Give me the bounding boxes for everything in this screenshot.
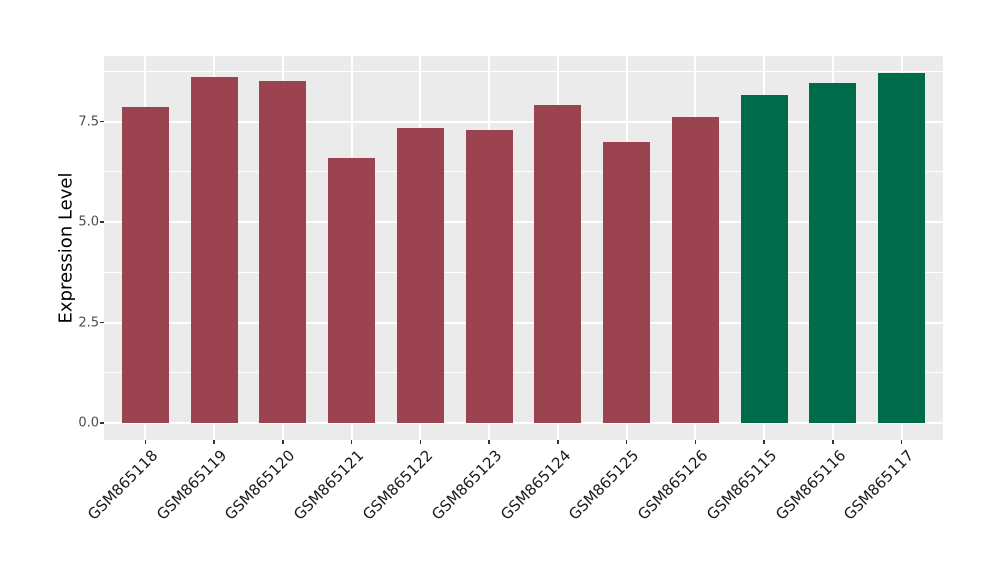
bar-gsm865117 xyxy=(878,73,926,423)
bar-gsm865125 xyxy=(603,141,651,423)
x-tick-label: GSM865124 xyxy=(496,446,574,524)
major-gridline-horizontal xyxy=(104,422,943,424)
y-tick-mark xyxy=(100,120,104,123)
major-gridline-horizontal xyxy=(104,321,943,324)
x-tick-mark xyxy=(282,440,284,444)
x-tick-mark xyxy=(350,440,353,444)
bar-gsm865116 xyxy=(809,83,857,423)
plot-panel xyxy=(104,56,943,440)
x-tick-mark xyxy=(694,440,697,444)
y-tick-label: 2.5 xyxy=(78,315,99,330)
x-tick-label: GSM865125 xyxy=(565,446,643,524)
bar-gsm865120 xyxy=(259,81,307,423)
bar-gsm865122 xyxy=(396,127,444,423)
x-tick-label: GSM865121 xyxy=(290,446,368,524)
x-tick-label: GSM865119 xyxy=(152,446,231,524)
x-tick-mark xyxy=(213,440,215,444)
y-tick-label: 5.0 xyxy=(78,214,99,230)
bar-gsm865126 xyxy=(671,117,719,423)
x-tick-mark xyxy=(832,440,834,444)
y-tick-label: 7.5 xyxy=(78,114,99,129)
x-tick-mark xyxy=(419,440,422,444)
bar-gsm865118 xyxy=(121,107,169,423)
minor-gridline-horizontal xyxy=(104,70,943,72)
x-tick-mark xyxy=(763,440,765,444)
x-tick-mark xyxy=(625,440,628,444)
bar-gsm865121 xyxy=(328,157,376,423)
y-tick-mark xyxy=(100,221,104,223)
y-tick-mark xyxy=(100,321,104,324)
minor-gridline-horizontal xyxy=(104,171,943,173)
bar-gsm865123 xyxy=(465,129,513,423)
major-gridline-horizontal xyxy=(104,120,943,123)
x-tick-label: GSM865116 xyxy=(771,446,849,524)
x-tick-label: GSM865118 xyxy=(83,446,162,524)
x-tick-label: GSM865115 xyxy=(702,446,781,524)
x-tick-label: GSM865117 xyxy=(840,446,918,524)
bar-gsm865115 xyxy=(740,95,788,423)
major-gridline-horizontal xyxy=(104,221,943,223)
x-tick-label: GSM865120 xyxy=(221,446,299,524)
x-tick-mark xyxy=(488,440,490,444)
minor-gridline-horizontal xyxy=(104,372,943,374)
x-tick-mark xyxy=(900,440,903,444)
bar-gsm865119 xyxy=(190,77,238,423)
x-tick-mark xyxy=(557,440,559,444)
y-tick-label: 0.0 xyxy=(78,415,99,431)
x-tick-mark xyxy=(144,440,146,444)
bar-gsm865124 xyxy=(534,105,582,423)
x-tick-label: GSM865122 xyxy=(359,446,437,524)
y-axis-title: Expression Level xyxy=(55,172,77,324)
minor-gridline-horizontal xyxy=(104,271,943,273)
x-tick-label: GSM865123 xyxy=(427,446,506,524)
y-tick-mark xyxy=(100,422,104,424)
x-tick-label: GSM865126 xyxy=(634,446,712,524)
